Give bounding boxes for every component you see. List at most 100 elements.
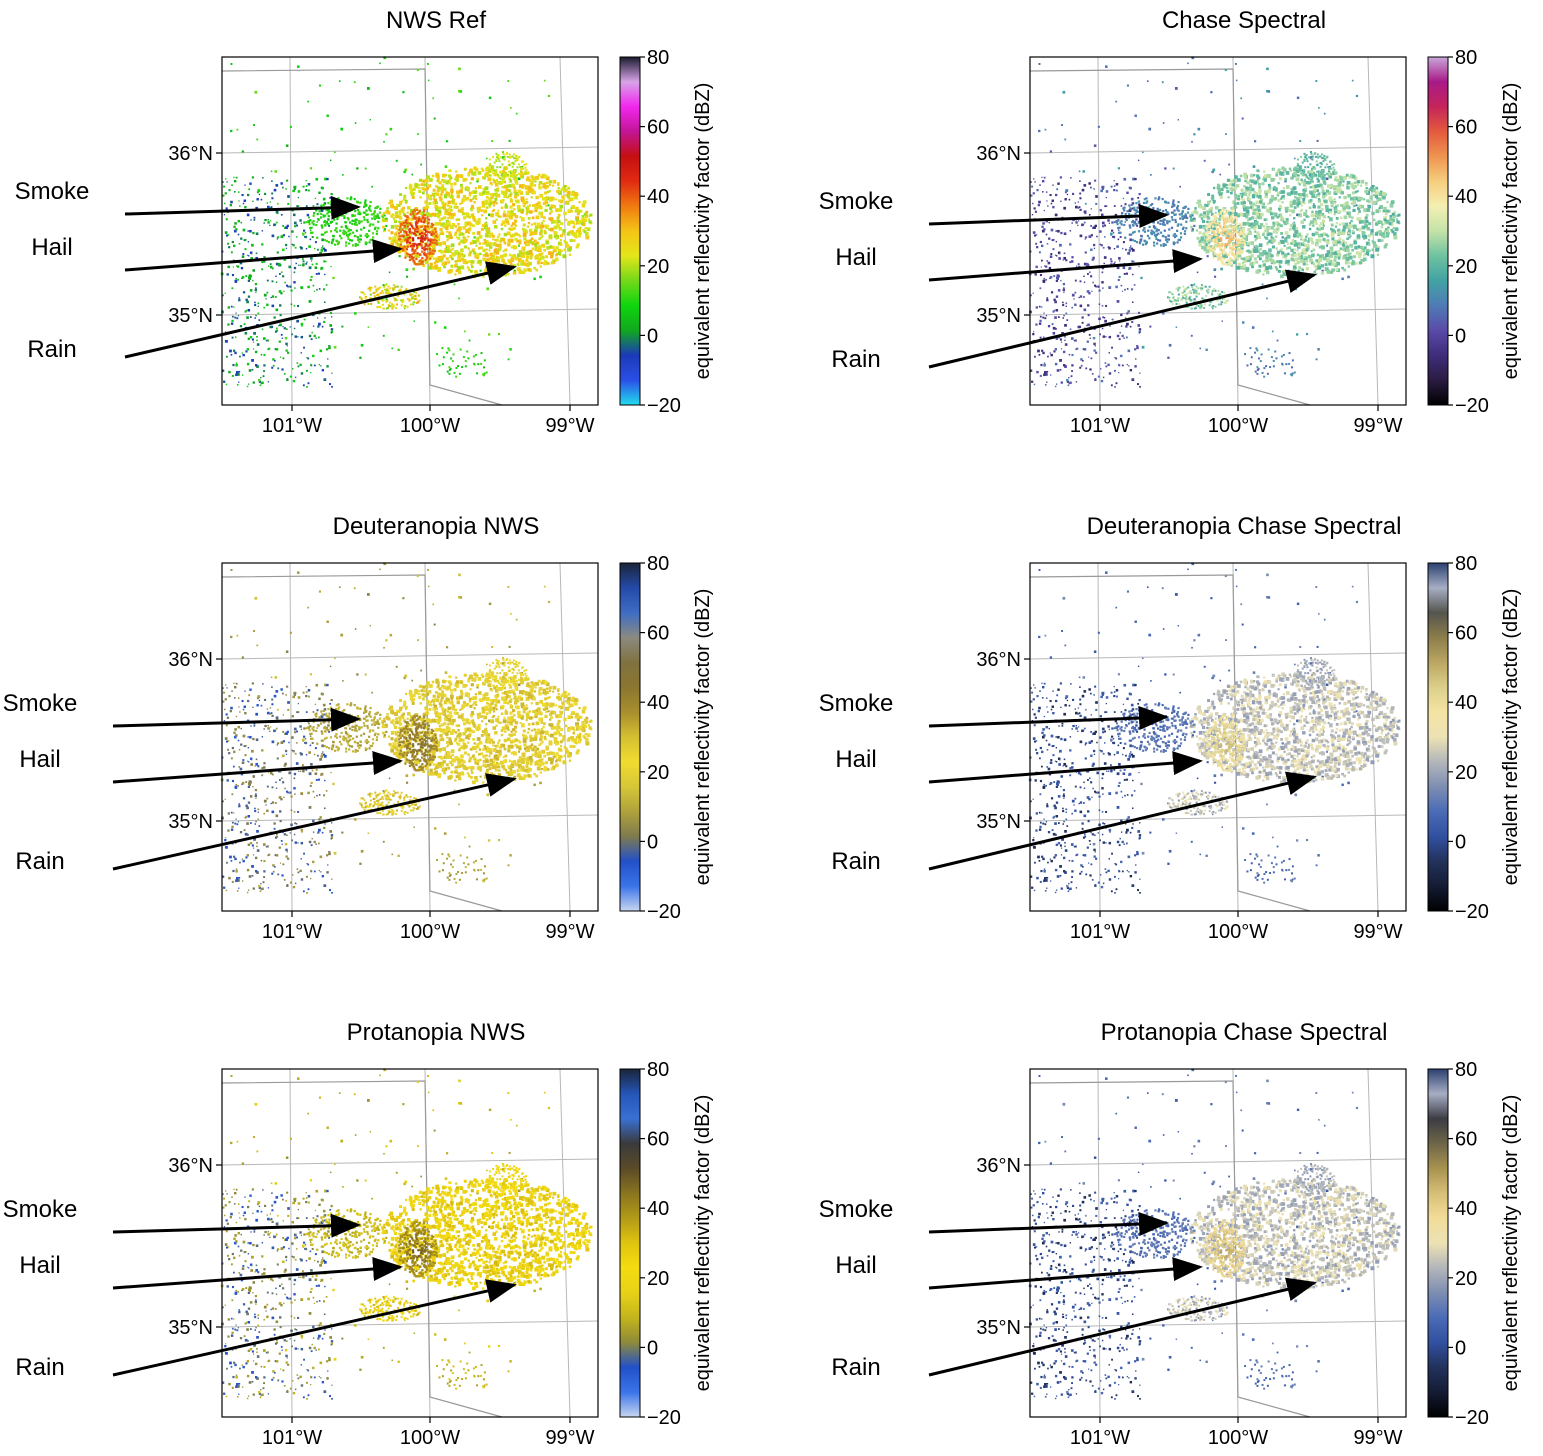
echo-pixel — [272, 364, 275, 367]
echo-pixel — [1131, 207, 1134, 210]
echo-pixel — [536, 222, 541, 227]
echo-pixel — [1330, 184, 1333, 187]
echo-pixel — [394, 298, 397, 301]
echo-pixel — [1053, 309, 1056, 312]
echo-pixel — [463, 238, 468, 243]
echo-pixel — [408, 258, 412, 262]
echo-pixel — [1312, 224, 1315, 227]
echo-pixel — [1074, 339, 1077, 342]
echo-pixel — [325, 260, 327, 263]
echo-pixel — [1054, 362, 1058, 366]
echo-pixel — [523, 237, 527, 241]
echo-pixel — [385, 217, 388, 220]
echo-pixel — [450, 213, 454, 216]
echo-pixel — [543, 174, 548, 179]
echo-pixel — [1274, 266, 1278, 269]
echo-pixel — [1093, 188, 1095, 190]
echo-pixel — [369, 293, 372, 296]
echo-pixel — [1125, 272, 1128, 275]
echo-pixel — [1055, 241, 1058, 243]
echo-pixel — [1295, 227, 1299, 230]
echo-pixel — [445, 226, 449, 230]
echo-pixel — [1034, 210, 1037, 213]
echo-pixel — [483, 238, 487, 242]
echo-pixel — [561, 196, 565, 200]
echo-pixel — [370, 213, 373, 216]
echo-pixel — [448, 174, 452, 178]
echo-pixel — [1130, 245, 1132, 247]
echo-pixel — [495, 152, 498, 155]
echo-pixel — [1322, 237, 1326, 241]
echo-pixel — [285, 342, 288, 346]
echo-pixel — [535, 175, 539, 180]
echo-pixel — [1326, 257, 1330, 262]
echo-pixel — [1344, 222, 1349, 227]
echo-pixel — [1319, 233, 1324, 238]
echo-pixel — [1337, 231, 1342, 236]
echo-pixel — [444, 211, 448, 216]
echo-pixel — [379, 306, 382, 309]
echo-pixel — [1290, 257, 1295, 262]
echo-pixel — [1254, 221, 1259, 225]
echo-pixel — [544, 208, 548, 213]
echo-pixel — [1291, 238, 1295, 242]
echo-pixel — [339, 214, 342, 217]
echo-pixel — [448, 231, 452, 235]
echo-pixel — [495, 158, 498, 161]
echo-pixel — [347, 230, 350, 233]
echo-pixel — [1253, 249, 1257, 253]
echo-pixel — [383, 285, 386, 288]
echo-pixel — [1220, 267, 1223, 271]
echo-pixel — [427, 257, 431, 261]
echo-pixel — [1277, 182, 1280, 185]
echo-pixel — [235, 336, 237, 338]
echo-pixel — [543, 216, 546, 220]
echo-pixel — [1266, 297, 1268, 300]
echo-pixel — [1277, 241, 1281, 245]
echo-pixel — [489, 252, 494, 257]
echo-pixel — [434, 207, 439, 212]
echo-pixel — [1242, 204, 1246, 209]
echo-pixel — [1217, 183, 1220, 186]
echo-pixel — [403, 194, 407, 198]
echo-pixel — [415, 301, 418, 304]
echo-pixel — [439, 197, 443, 201]
echo-pixel — [386, 307, 389, 310]
echo-pixel — [349, 229, 352, 232]
echo-pixel — [251, 338, 254, 341]
echo-pixel — [1296, 235, 1300, 238]
echo-pixel — [246, 385, 249, 388]
echo-pixel — [521, 165, 524, 168]
echo-pixel — [1328, 196, 1333, 201]
echo-pixel — [1286, 259, 1290, 264]
echo-pixel — [496, 154, 499, 157]
echo-pixel — [1334, 176, 1338, 180]
echo-pixel — [284, 243, 288, 247]
echo-pixel — [1381, 234, 1385, 238]
echo-pixel — [438, 267, 442, 271]
echo-pixel — [1328, 253, 1333, 258]
echo-pixel — [430, 254, 434, 258]
echo-pixel — [1375, 186, 1379, 190]
echo-pixel — [1237, 197, 1240, 201]
echo-pixel — [543, 231, 547, 235]
echo-pixel — [1354, 190, 1358, 194]
echo-pixel — [411, 195, 415, 199]
echo-pixel — [461, 366, 464, 369]
echo-pixel — [513, 208, 516, 211]
echo-pixel — [240, 266, 244, 270]
echo-pixel — [448, 194, 452, 198]
echo-pixel — [1033, 207, 1036, 210]
echo-pixel — [538, 244, 541, 248]
echo-pixel — [412, 217, 415, 220]
echo-pixel — [1064, 138, 1067, 141]
echo-pixel — [437, 215, 441, 219]
echo-pixel — [1043, 312, 1045, 314]
echo-pixel — [270, 170, 273, 173]
echo-pixel — [1293, 171, 1297, 176]
echo-pixel — [1199, 347, 1201, 350]
echo-pixel — [1360, 249, 1364, 253]
echo-pixel — [423, 219, 426, 222]
echo-pixel — [1251, 326, 1255, 329]
echo-pixel — [1297, 232, 1302, 237]
